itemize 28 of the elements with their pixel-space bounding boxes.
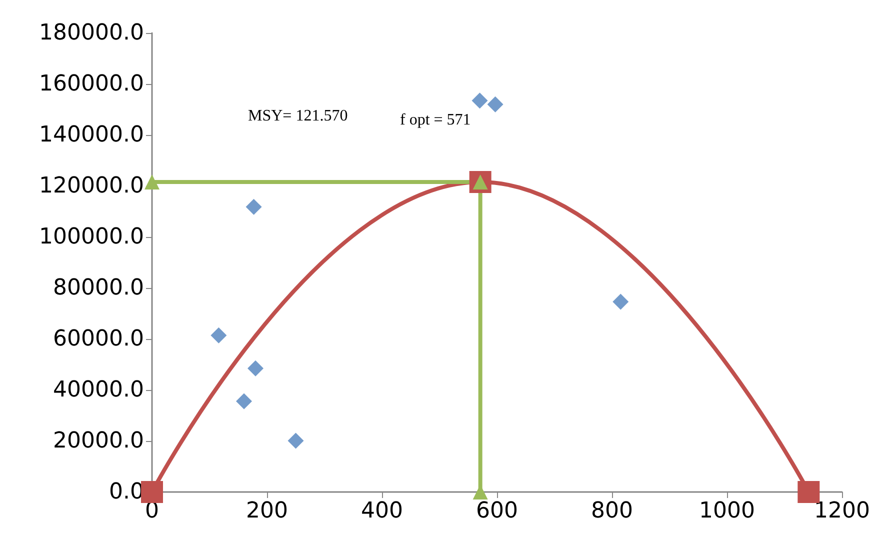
y-tick-label: 60000.0 — [53, 326, 144, 352]
point — [144, 174, 160, 190]
y-tick-label: 40000.0 — [53, 378, 144, 402]
y-tick-label: 140000.0 — [39, 122, 144, 148]
point — [236, 393, 252, 410]
y-tick-label: 20000.0 — [53, 428, 144, 454]
x-tick-label: 600 — [476, 498, 518, 524]
y-tick-label: 180000.0 — [39, 20, 144, 46]
point — [472, 92, 488, 109]
point — [487, 96, 504, 112]
annotation: MSY= 121.570 — [248, 108, 348, 124]
x-tick-label: 400 — [361, 498, 403, 524]
x-tick-label: 800 — [591, 498, 633, 524]
point — [612, 294, 629, 310]
point — [210, 327, 227, 344]
point — [141, 481, 163, 503]
y-tick-label: 80000.0 — [53, 276, 144, 300]
point — [288, 432, 304, 449]
y-tick-label: 100000.0 — [39, 224, 144, 250]
point — [798, 481, 820, 503]
annotation: f opt = 571 — [400, 112, 471, 128]
y-tick-label: 120000.0 — [39, 174, 144, 198]
point — [246, 198, 262, 215]
point — [248, 360, 264, 376]
y-tick-label: 160000.0 — [39, 72, 144, 96]
x-tick-label: 1000 — [699, 498, 755, 524]
x-tick-label: 200 — [246, 498, 288, 524]
x-tick-label: 1200 — [814, 498, 870, 524]
